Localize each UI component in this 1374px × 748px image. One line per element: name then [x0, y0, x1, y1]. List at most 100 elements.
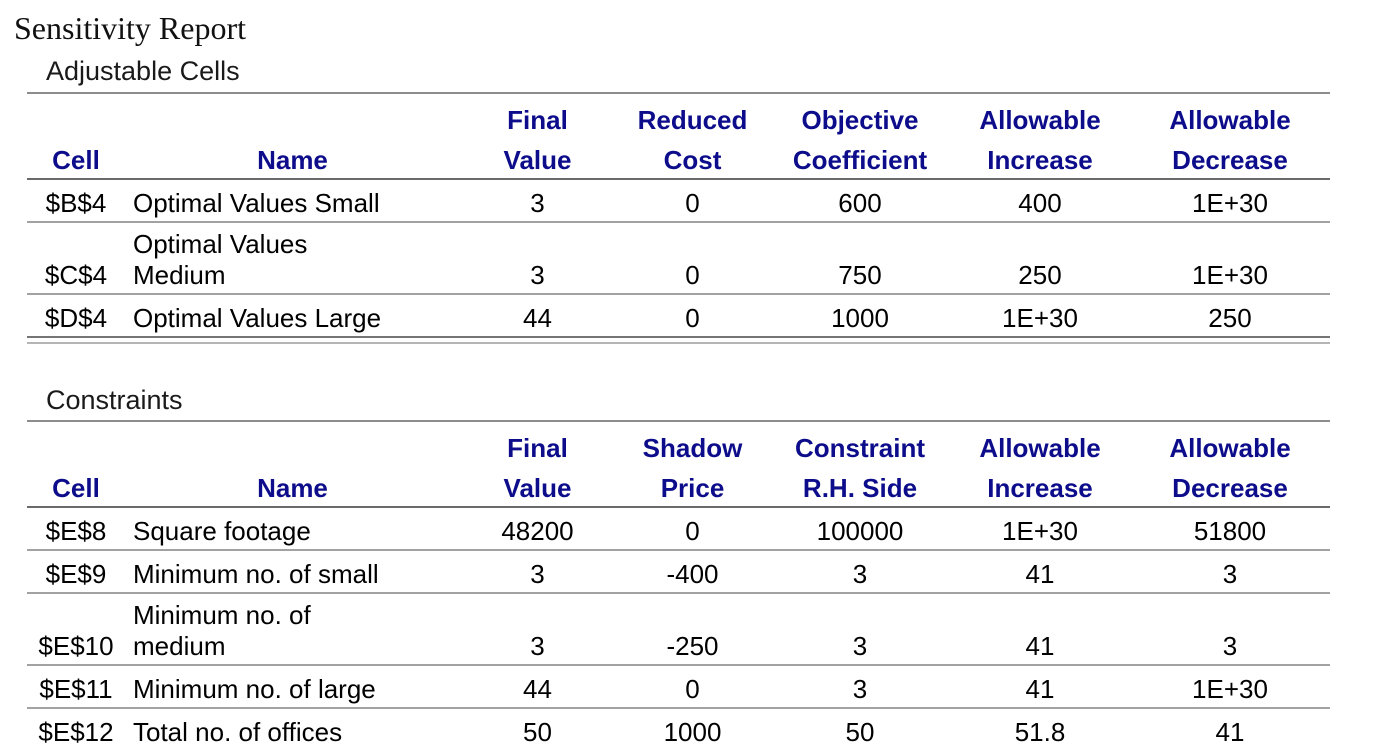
column-header-rhs: R.H. Side: [802, 473, 918, 503]
cell-allowable-decrease: 1E+30: [1192, 674, 1268, 704]
header-row-bottom: Cell Name Value Cost Coefficient Increas…: [27, 138, 1330, 179]
cell-allowable-decrease: 250: [1208, 303, 1252, 333]
cell-allowable-increase: 41: [1025, 559, 1055, 589]
column-header-decrease: Decrease: [1172, 145, 1288, 175]
cell-allowable-decrease: 1E+30: [1192, 260, 1268, 290]
column-header-allowable-inc: Allowable: [979, 433, 1101, 463]
adjustable-cells-table: Final Reduced Objective Allowable Allowa…: [27, 92, 1330, 338]
column-header-allowable-inc: Allowable: [979, 105, 1101, 135]
cell-allowable-decrease: 41: [1215, 717, 1245, 747]
cell-name: Square footage: [133, 516, 311, 546]
cell-shadow-price: -400: [666, 559, 719, 589]
column-header-cell: Cell: [52, 145, 100, 175]
cell-allowable-increase: 41: [1025, 674, 1055, 704]
cell-constraint-rhs: 3: [852, 631, 868, 661]
cell-final-value: 44: [523, 674, 552, 704]
table-row: $E$12 Total no. of offices 50 1000 50 51…: [27, 708, 1330, 748]
cell-allowable-increase: 400: [1018, 188, 1062, 218]
cell-name: Minimum no. of medium: [133, 600, 311, 661]
cell-ref: $E$12: [38, 717, 114, 747]
cell-name: Total no. of offices: [133, 717, 343, 747]
column-header-blank: [125, 93, 460, 138]
cell-ref: $E$10: [38, 631, 114, 661]
section-label-constraints: Constraints: [46, 385, 183, 415]
column-header-blank: [27, 421, 125, 466]
column-header-cost: Cost: [663, 145, 722, 175]
cell-constraint-rhs: 3: [852, 674, 868, 704]
cell-allowable-increase: 1E+30: [1002, 516, 1078, 546]
cell-ref: $E$11: [39, 674, 113, 704]
cell-ref: $E$8: [45, 516, 107, 546]
column-header-coefficient: Coefficient: [792, 145, 928, 175]
cell-allowable-increase: 51.8: [1014, 717, 1066, 747]
cell-ref: $E$9: [45, 559, 107, 589]
cell-reduced-cost: 0: [685, 260, 700, 290]
cell-ref: $D$4: [44, 303, 108, 333]
header-row-top: Final Shadow Constraint Allowable Allowa…: [27, 421, 1330, 466]
column-header-constraint: Constraint: [795, 433, 925, 463]
column-header-value: Value: [503, 145, 572, 175]
cell-final-value: 48200: [501, 516, 574, 546]
cell-constraint-rhs: 50: [845, 717, 875, 747]
table-row: $E$10 Minimum no. of medium 3 -250 3 41 …: [27, 593, 1330, 665]
column-header-reduced: Reduced: [637, 105, 748, 135]
column-header-name: Name: [257, 145, 328, 175]
constraints-table-wrap: Final Shadow Constraint Allowable Allowa…: [27, 420, 1330, 748]
cell-name: Optimal Values Large: [133, 303, 382, 333]
cell-final-value: 3: [530, 631, 545, 661]
cell-allowable-decrease: 51800: [1193, 516, 1267, 546]
cell-name: Minimum no. of large: [133, 674, 376, 704]
cell-allowable-decrease: 1E+30: [1192, 188, 1268, 218]
cell-objective-coefficient: 750: [838, 260, 882, 290]
adjustable-cells-table-wrap: Final Reduced Objective Allowable Allowa…: [27, 92, 1330, 344]
column-header-final: Final: [507, 433, 568, 463]
cell-final-value: 50: [523, 717, 552, 747]
cell-ref: $B$4: [45, 188, 107, 218]
cell-final-value: 44: [523, 303, 552, 333]
column-header-blank: [125, 421, 460, 466]
cell-name: Optimal Values Small: [133, 188, 380, 218]
report-title: Sensitivity Report: [14, 10, 246, 46]
column-header-value: Value: [503, 473, 572, 503]
cell-final-value: 3: [530, 260, 545, 290]
cell-constraint-rhs: 3: [852, 559, 868, 589]
cell-allowable-increase: 41: [1025, 631, 1055, 661]
cell-shadow-price: -250: [666, 631, 719, 661]
column-header-increase: Increase: [987, 145, 1093, 175]
table-row: $C$4 Optimal Values Medium 3 0 750 250 1…: [27, 222, 1330, 294]
table-row: $E$8 Square footage 48200 0 100000 1E+30…: [27, 507, 1330, 550]
column-header-final: Final: [507, 105, 568, 135]
cell-constraint-rhs: 100000: [816, 516, 904, 546]
cell-allowable-decrease: 3: [1222, 559, 1238, 589]
column-header-objective: Objective: [801, 105, 919, 135]
cell-reduced-cost: 0: [685, 188, 700, 218]
constraints-table: Final Shadow Constraint Allowable Allowa…: [27, 420, 1330, 748]
table-bottom-accent-line: [27, 342, 1330, 344]
column-header-name: Name: [257, 473, 328, 503]
header-row-top: Final Reduced Objective Allowable Allowa…: [27, 93, 1330, 138]
table-row: $E$9 Minimum no. of small 3 -400 3 41 3: [27, 550, 1330, 593]
table-row: $B$4 Optimal Values Small 3 0 600 400 1E…: [27, 179, 1330, 222]
column-header-shadow: Shadow: [642, 433, 743, 463]
column-header-blank: [27, 93, 125, 138]
column-header-allowable-dec: Allowable: [1169, 105, 1291, 135]
cell-shadow-price: 0: [685, 674, 700, 704]
cell-allowable-decrease: 3: [1222, 631, 1238, 661]
column-header-price: Price: [660, 473, 725, 503]
header-row-bottom: Cell Name Value Price R.H. Side Increase…: [27, 466, 1330, 507]
section-label-adjustable-cells: Adjustable Cells: [46, 56, 240, 86]
column-header-cell: Cell: [52, 473, 100, 503]
table-row: $E$11 Minimum no. of large 44 0 3 41 1E+…: [27, 665, 1330, 708]
cell-final-value: 3: [530, 559, 545, 589]
cell-objective-coefficient: 600: [838, 188, 882, 218]
table-row: $D$4 Optimal Values Large 44 0 1000 1E+3…: [27, 294, 1330, 337]
cell-allowable-increase: 1E+30: [1002, 303, 1078, 333]
cell-ref: $C$4: [44, 260, 108, 290]
cell-allowable-increase: 250: [1018, 260, 1062, 290]
cell-reduced-cost: 0: [685, 303, 700, 333]
cell-shadow-price: 0: [685, 516, 700, 546]
cell-final-value: 3: [530, 188, 545, 218]
cell-name: Minimum no. of small: [133, 559, 379, 589]
column-header-increase: Increase: [987, 473, 1093, 503]
